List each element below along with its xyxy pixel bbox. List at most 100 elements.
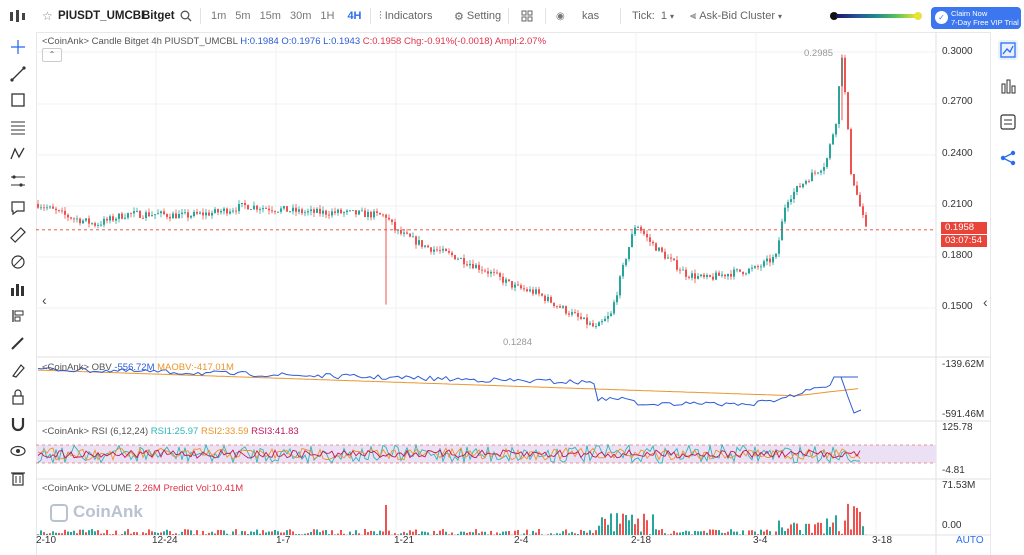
volume-bar [724, 533, 726, 535]
candle [808, 179, 810, 183]
volume-bar [148, 529, 150, 535]
candle [499, 271, 501, 281]
vip-trial-button[interactable]: ✓ Claim Now 7-Day Free VIP Trial [931, 7, 1021, 29]
chart-type-icon[interactable] [8, 0, 28, 32]
collapse-legend-button[interactable]: ⌃ [42, 48, 62, 62]
volume-bar [88, 530, 90, 535]
candle [193, 209, 195, 218]
candle [52, 203, 54, 209]
volume-bar [436, 533, 438, 535]
volume-bar [709, 529, 711, 535]
price-axis-label: 0.2700 [942, 96, 973, 107]
volume-bar [169, 531, 171, 535]
volume-bar [250, 531, 252, 535]
source-selector[interactable]: kas [582, 10, 600, 22]
lock-icon[interactable] [9, 388, 27, 406]
volume-bar [172, 534, 174, 535]
volume-bar [703, 530, 705, 535]
setting-button[interactable]: ⚙ Setting [454, 10, 502, 23]
volume-legend: <CoinAnk> VOLUME 2.26M Predict Vol:10.41… [42, 483, 244, 494]
chart-canvas[interactable] [36, 32, 990, 555]
pencil-icon[interactable] [9, 334, 27, 352]
volume-bar [178, 534, 180, 535]
countdown-tag: 03:07:54 [941, 235, 987, 247]
vip-badge-icon: ✓ [935, 11, 948, 24]
crosshair-icon[interactable] [9, 38, 27, 56]
magnet-snap-icon[interactable] [9, 415, 27, 433]
auto-scale-button[interactable]: AUTO [956, 535, 984, 546]
share-icon[interactable] [998, 148, 1018, 168]
volume-bar [40, 530, 42, 535]
interval-1m[interactable]: 1m [211, 10, 227, 22]
volume-bar [355, 530, 357, 535]
measure-icon[interactable] [9, 172, 27, 190]
candle [511, 280, 513, 291]
volume-bar [370, 530, 372, 535]
volume-bar [829, 526, 831, 535]
volume-bar [451, 532, 453, 535]
stats-icon[interactable] [998, 76, 1018, 96]
volume-bar [322, 530, 324, 535]
candle [427, 244, 429, 248]
trendline-icon[interactable] [9, 65, 27, 83]
time-axis-label: 3-4 [753, 535, 768, 546]
rectangle-icon[interactable] [9, 91, 27, 109]
exchange-name[interactable]: Bitget [142, 10, 175, 22]
time-axis-label: 2-18 [631, 535, 652, 546]
bar-chart-icon[interactable] [9, 280, 27, 298]
candle [241, 202, 243, 208]
interval-30m[interactable]: 30m [289, 10, 312, 22]
scroll-left-icon[interactable]: ‹ [42, 292, 47, 308]
trash-icon[interactable] [9, 469, 27, 487]
position-icon[interactable] [9, 307, 27, 325]
volume-bar [82, 529, 84, 535]
candle [742, 271, 744, 277]
symbol-name[interactable]: PIUSDT_UMCBL [58, 10, 149, 22]
candle [157, 209, 159, 215]
volume-bar [640, 531, 642, 535]
brush-icon[interactable] [9, 253, 27, 271]
search-icon[interactable] [180, 0, 192, 32]
interval-4h[interactable]: 4H [347, 10, 362, 22]
collapse-panel-icon[interactable]: ‹ [983, 294, 988, 310]
theme-slider[interactable] [830, 12, 922, 20]
tick-selector[interactable]: Tick: 1 ▾ [632, 10, 674, 22]
cluster-selector[interactable]: ⫷ Ask-Bid Cluster ▾ [690, 9, 783, 23]
chart-area[interactable]: <CoinAnk> Candle Bitget 4h PIUSDT_UMCBL … [36, 32, 990, 555]
comment-icon[interactable] [9, 199, 27, 217]
interval-5m[interactable]: 5m [235, 10, 251, 22]
candle [148, 208, 150, 218]
candle [133, 207, 135, 218]
volume-axis-label: 0.00 [942, 520, 962, 531]
candle [370, 210, 372, 221]
interval-1h[interactable]: 1H [320, 10, 335, 22]
interval-15m[interactable]: 15m [259, 10, 281, 22]
candle [343, 211, 345, 218]
volume-bar [94, 531, 96, 535]
volume-bar [853, 506, 855, 535]
ruler-icon[interactable] [9, 226, 27, 244]
candle [208, 209, 210, 217]
candle [577, 309, 579, 321]
magnet-icon[interactable] [9, 361, 27, 379]
visibility-icon[interactable] [9, 442, 27, 460]
layout-grid-icon[interactable] [521, 0, 533, 32]
obv-axis-label: -591.46M [942, 409, 985, 420]
pattern-icon[interactable] [9, 145, 27, 163]
chart-icon[interactable] [998, 40, 1018, 60]
favorite-star-icon[interactable]: ☆ [42, 9, 53, 23]
candle [745, 272, 747, 276]
candle [55, 206, 57, 215]
rsi-line-3 [37, 449, 861, 459]
candle [379, 212, 381, 215]
candle [862, 203, 864, 219]
volume-bar [367, 532, 369, 535]
candle [739, 269, 741, 273]
indicators-button[interactable]: ⫶ Indicators [379, 9, 433, 23]
candle [127, 212, 129, 220]
fibonacci-icon[interactable] [9, 118, 27, 136]
volume-bar [241, 530, 243, 535]
list-icon[interactable] [998, 112, 1018, 132]
candle [826, 157, 828, 169]
eye-icon[interactable]: ◉ [556, 10, 565, 22]
